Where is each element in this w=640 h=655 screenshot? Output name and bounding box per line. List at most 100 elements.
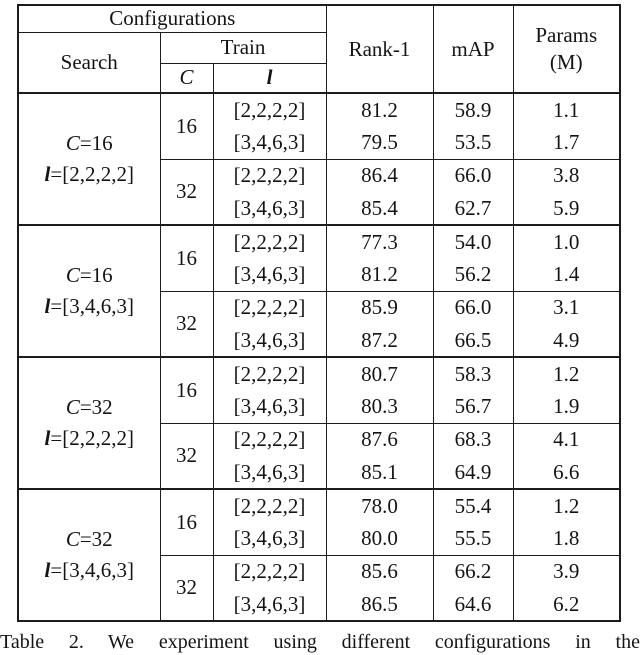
configurations-header: Configurations [17, 5, 327, 33]
table-header-row: Configurations Rank-1 mAP Params (M) [17, 5, 621, 94]
table-row: [3,4,6,3] 81.2 56.2 1.4 [18, 258, 621, 292]
search-config-c: C=32 [19, 524, 159, 555]
train-layers-cell: [3,4,6,3] [212, 258, 327, 292]
table-row: 32 [2,2,2,2] 85.6 66.2 3.9 [18, 555, 621, 621]
train-header: Train [159, 32, 327, 64]
rank1-value-cell: 85.6 [325, 555, 434, 588]
search-l-val: =[3,4,6,3] [50, 294, 134, 318]
table-row: [3,4,6,3] 86.5 64.6 6.2 [18, 588, 621, 621]
search-config-c: C=16 [19, 128, 159, 159]
train-layers-cell: [2,2,2,2] [212, 423, 327, 456]
train-layers-cell: [2,2,2,2] [212, 555, 327, 588]
params-value-cell: 4.9 [512, 324, 621, 358]
table-row: C=32 l=[2,2,2,2] 16 [2,2,2,2] 80.7 58.3 … [17, 357, 621, 490]
table-header-row: C l [18, 63, 620, 94]
table-caption-text: We experiment using different configurat… [107, 631, 640, 653]
train-layers-cell: [2,2,2,2] [212, 225, 327, 258]
search-config-c: C=16 [19, 260, 159, 291]
rank1-value-cell: 87.6 [325, 423, 434, 456]
rank1-value-cell: 85.9 [325, 291, 434, 324]
search-l-val: =[2,2,2,2] [50, 162, 134, 186]
rank1-value-cell: 80.3 [325, 390, 434, 424]
train-layers-cell: [3,4,6,3] [212, 456, 327, 490]
search-c-var: C [65, 131, 80, 155]
table-header-row: Search Train [17, 32, 620, 94]
search-config-l: l=[3,4,6,3] [19, 555, 159, 586]
search-l-var: l [44, 558, 51, 582]
table-row: 32 [2,2,2,2] 87.6 68.3 4.1 [18, 423, 621, 490]
params-value-cell: 1.8 [512, 522, 621, 556]
train-layers-cell: [2,2,2,2] [212, 93, 327, 126]
search-c-var: C [65, 395, 80, 419]
map-value-cell: 56.7 [432, 390, 514, 424]
search-config-c: C=32 [19, 392, 159, 423]
rank1-value-cell: 87.2 [325, 324, 434, 358]
train-layers-cell: [3,4,6,3] [212, 126, 327, 160]
results-table: Configurations Rank-1 mAP Params (M) Sea… [17, 4, 621, 622]
rank1-value-cell: 80.7 [325, 357, 434, 390]
map-value-cell: 55.4 [432, 489, 514, 522]
params-value-cell: 1.1 [512, 93, 621, 126]
table-row: 32 [2,2,2,2] 86.4 66.0 3.8 [18, 159, 621, 226]
train-channels-cell: 16 [159, 357, 214, 424]
map-value-cell: 56.2 [432, 258, 514, 292]
table-row: 32 [2,2,2,2] 85.9 66.0 3.1 [18, 291, 621, 358]
search-c-var: C [65, 527, 80, 551]
params-value-cell: 1.4 [512, 258, 621, 292]
train-layers-cell: [2,2,2,2] [212, 489, 327, 522]
map-value-cell: 66.5 [432, 324, 514, 358]
table-row: C=32 l=[3,4,6,3] 16 [2,2,2,2] 78.0 55.4 … [17, 489, 621, 622]
rank1-value-cell: 78.0 [325, 489, 434, 522]
params-value-cell: 6.6 [512, 456, 621, 490]
map-value-cell: 64.6 [432, 588, 514, 621]
rank1-value-cell: 80.0 [325, 522, 434, 556]
table-row: [3,4,6,3] 87.2 66.5 4.9 [18, 324, 621, 358]
search-c-var: C [65, 263, 80, 287]
search-config-l: l=[3,4,6,3] [19, 291, 159, 322]
map-header: mAP [432, 5, 514, 94]
params-value-cell: 1.9 [512, 390, 621, 424]
map-value-cell: 54.0 [432, 225, 514, 258]
train-layers-cell: [3,4,6,3] [212, 588, 327, 621]
train-channels-cell: 32 [159, 555, 214, 621]
search-l-val: =[3,4,6,3] [50, 558, 134, 582]
map-value-cell: 64.9 [432, 456, 514, 490]
params-value-cell: 1.2 [512, 357, 621, 390]
search-l-var: l [44, 294, 51, 318]
rank1-value-cell: 77.3 [325, 225, 434, 258]
search-config-cell: C=16 l=[2,2,2,2] [17, 93, 161, 226]
train-layers-cell: [2,2,2,2] [212, 159, 327, 192]
train-l-header: l [212, 63, 327, 94]
search-config-l: l=[2,2,2,2] [19, 159, 159, 190]
map-value-cell: 66.0 [432, 159, 514, 192]
params-value-cell: 5.9 [512, 192, 621, 226]
table-caption: Table 2. We experiment using different co… [0, 629, 640, 655]
rank1-value-cell: 81.2 [325, 93, 434, 126]
params-value-cell: 3.9 [512, 555, 621, 588]
table-row: [3,4,6,3] 85.4 62.7 5.9 [18, 192, 621, 226]
train-layers-cell: [2,2,2,2] [212, 357, 327, 390]
table-caption-label: Table 2. [0, 631, 84, 653]
table-row: C=16 l=[2,2,2,2] 16 [2,2,2,2] 81.2 58.9 … [17, 93, 621, 226]
map-value-cell: 58.3 [432, 357, 514, 390]
train-channels-cell: 32 [159, 291, 214, 358]
table-row: [3,4,6,3] 79.5 53.5 1.7 [18, 126, 621, 160]
params-value-cell: 1.7 [512, 126, 621, 160]
params-value-cell: 4.1 [512, 423, 621, 456]
map-value-cell: 62.7 [432, 192, 514, 226]
table-row: [3,4,6,3] 80.3 56.7 1.9 [18, 390, 621, 424]
train-channels-cell: 16 [159, 225, 214, 292]
search-l-val: =[2,2,2,2] [50, 426, 134, 450]
rank1-value-cell: 81.2 [325, 258, 434, 292]
rank1-value-cell: 86.4 [325, 159, 434, 192]
map-value-cell: 66.2 [432, 555, 514, 588]
params-value-cell: 3.1 [512, 291, 621, 324]
params-value-cell: 6.2 [512, 588, 621, 621]
train-channels-cell: 32 [159, 159, 214, 226]
train-layers-cell: [3,4,6,3] [212, 390, 327, 424]
search-config-cell: C=32 l=[3,4,6,3] [17, 489, 161, 622]
rank1-value-cell: 85.1 [325, 456, 434, 490]
results-table-wrap: Configurations Rank-1 mAP Params (M) Sea… [17, 4, 621, 622]
rank1-value-cell: 79.5 [325, 126, 434, 160]
map-value-cell: 66.0 [432, 291, 514, 324]
